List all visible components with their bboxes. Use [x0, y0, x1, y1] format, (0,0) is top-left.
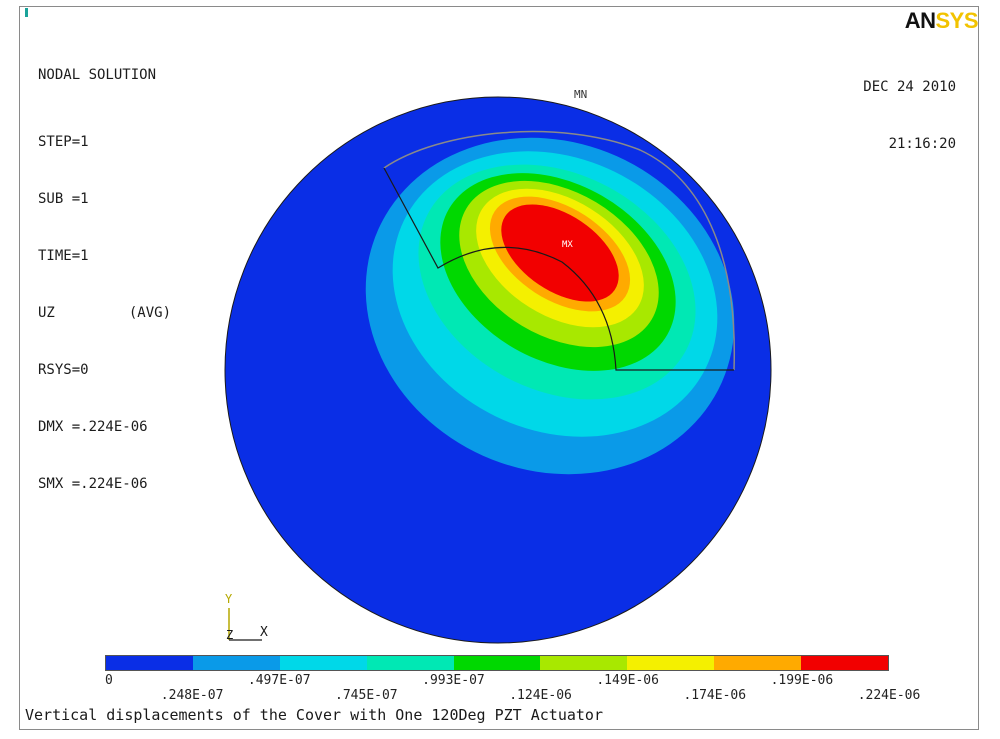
legend-colorbar [105, 655, 889, 671]
logo-an-text: AN [904, 8, 936, 33]
axis-triad [228, 608, 262, 641]
legend-segment-9 [801, 656, 889, 670]
actuator-outline [383, 167, 734, 371]
legend-tick-label: .199E-06 [770, 673, 834, 688]
actuator-outer-arc [383, 130, 736, 371]
logo-sys-text: SYS [935, 8, 978, 33]
step-label: STEP=1 [38, 134, 89, 150]
smx-label: SMX =.224E-06 [38, 476, 148, 492]
avg-label: (AVG) [128, 305, 172, 321]
result-row: UZ (AVG) [38, 304, 171, 323]
legend-segment-1 [106, 656, 193, 670]
ansys-logo: ANSYS [904, 8, 979, 34]
legend-segment-8 [714, 656, 802, 670]
legend-tick-label: .745E-07 [335, 688, 398, 703]
axis-y-label: Y [225, 592, 233, 606]
solution-info: NODAL SOLUTION STEP=1 SUB =1 TIME=1 UZ (A… [38, 28, 171, 513]
legend-segment-6 [540, 656, 628, 670]
sub-label: SUB =1 [38, 191, 89, 207]
figure-caption: Vertical displacements of the Cover with… [25, 706, 603, 724]
max-marker: MX [562, 240, 573, 250]
timestamp: DEC 24 2010 21:16:20 [863, 40, 956, 173]
time-label-right: 21:16:20 [888, 136, 956, 152]
date-label: DEC 24 2010 [863, 79, 956, 95]
legend-tick-label: 0 [105, 673, 113, 688]
legend-tick-label: .224E-06 [857, 688, 921, 703]
min-marker: MN [574, 88, 588, 101]
solution-title: NODAL SOLUTION [38, 67, 157, 83]
time-label: TIME=1 [38, 248, 89, 264]
contour-bands [365, 137, 735, 475]
legend-tick-label: .248E-07 [160, 688, 224, 703]
legend-segment-2 [192, 656, 280, 670]
dmx-label: DMX =.224E-06 [38, 419, 148, 435]
legend-tick-label: .124E-06 [509, 688, 572, 703]
legend-tick-label: .993E-07 [422, 673, 485, 688]
window-number-marker [25, 8, 28, 17]
rsys-label: RSYS=0 [38, 362, 89, 378]
legend-segment-7 [627, 656, 715, 670]
legend-tick-label: .497E-07 [247, 673, 311, 688]
legend-segment-3 [279, 656, 367, 670]
legend-tick-label: .149E-06 [596, 673, 659, 688]
legend-segment-5 [453, 656, 541, 670]
axis-x-label: X [260, 625, 268, 640]
legend-tick-label: .174E-06 [683, 688, 747, 703]
legend-segment-4 [366, 656, 454, 670]
axis-z-label: Z [226, 628, 234, 642]
result-label: UZ [38, 305, 55, 321]
contour-band-8 [501, 204, 619, 302]
